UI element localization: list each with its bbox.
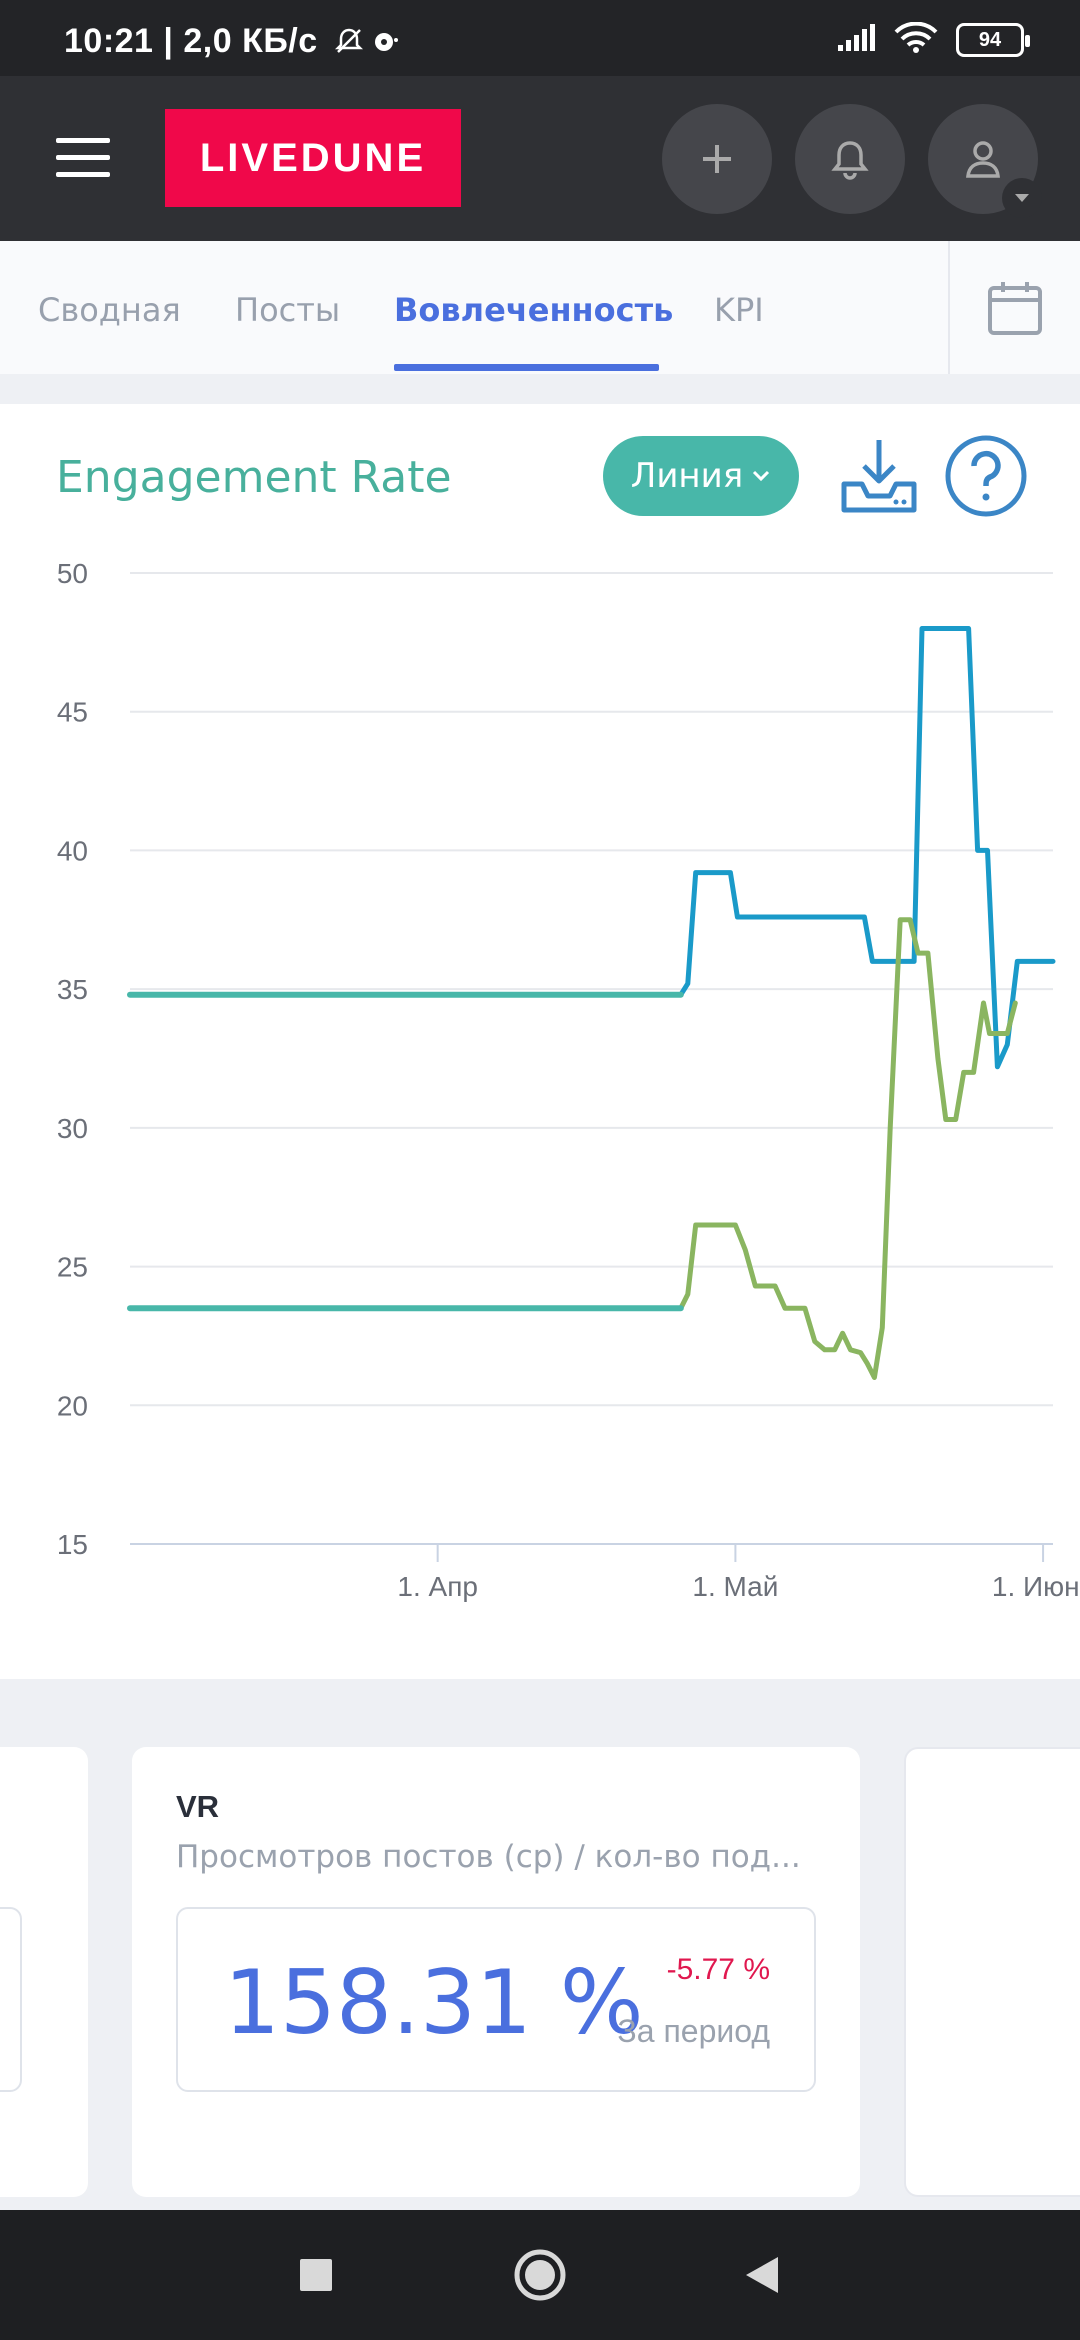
wifi-icon bbox=[894, 21, 938, 59]
x-tick-label: 1. Апр bbox=[397, 1571, 478, 1602]
recents-button[interactable] bbox=[256, 2210, 376, 2340]
back-button[interactable] bbox=[702, 2210, 822, 2340]
stat-card-next bbox=[904, 1747, 1080, 2197]
chart-type-label: Линия bbox=[630, 456, 744, 496]
sync-icon bbox=[372, 22, 400, 60]
status-right: 94 bbox=[836, 20, 1030, 60]
help-button[interactable] bbox=[944, 434, 1028, 518]
vr-value-box: 158.31 % -5.77 % За период bbox=[176, 1907, 816, 2092]
chart-type-dropdown[interactable]: Линия bbox=[603, 436, 799, 516]
chart-title: Engagement Rate bbox=[56, 452, 452, 503]
battery-indicator: 94 bbox=[956, 23, 1030, 57]
vr-value: 158.31 % bbox=[224, 1951, 644, 2054]
y-tick-label: 30 bbox=[57, 1113, 88, 1144]
vr-period: За период bbox=[617, 2013, 770, 2049]
muted-bell-icon bbox=[334, 26, 373, 59]
system-nav-bar bbox=[0, 2210, 1080, 2340]
tab-summary[interactable]: Сводная bbox=[38, 291, 181, 329]
status-bar: 10:21 | 2,0 КБ/с 94 bbox=[0, 0, 1080, 76]
bell-icon bbox=[831, 141, 869, 180]
back-triangle-icon bbox=[746, 2257, 778, 2293]
calendar-icon bbox=[988, 281, 1042, 335]
y-tick-label: 20 bbox=[57, 1390, 88, 1421]
plus-icon bbox=[703, 145, 731, 173]
download-button[interactable] bbox=[838, 434, 920, 518]
tab-posts[interactable]: Посты bbox=[235, 291, 341, 329]
clock: 10:21 bbox=[64, 22, 154, 60]
engagement-rate-card: Engagement Rate Линия 50 45 40 35 30 25 20 15 1.… bbox=[0, 404, 1080, 1679]
download-icon bbox=[841, 440, 917, 513]
y-tick-label: 15 bbox=[57, 1529, 88, 1560]
series-line-2 bbox=[678, 917, 1018, 1380]
home-circle-icon bbox=[514, 2249, 566, 2301]
livedune-logo[interactable]: LIVEDUNE bbox=[165, 109, 461, 207]
engagement-chart: 50 45 40 35 30 25 20 15 1. Апр 1. Май 1. Июнь bbox=[57, 558, 1080, 1602]
status-left: 10:21 | 2,0 КБ/с bbox=[64, 22, 400, 61]
tab-kpi[interactable]: KPI bbox=[714, 291, 764, 329]
profile-dropdown[interactable] bbox=[1002, 178, 1042, 218]
stat-card-previous bbox=[0, 1747, 88, 2197]
y-tick-label: 45 bbox=[57, 697, 88, 728]
y-tick-label: 50 bbox=[57, 558, 88, 589]
tab-engagement[interactable]: Вовлеченность bbox=[394, 291, 674, 329]
x-tick-label: 1. Май bbox=[692, 1571, 778, 1602]
y-tick-label: 25 bbox=[57, 1252, 88, 1283]
chevron-down-icon bbox=[753, 470, 770, 482]
x-tick-label: 1. Июнь bbox=[992, 1571, 1080, 1602]
signal-icon bbox=[836, 23, 876, 58]
add-button[interactable] bbox=[662, 104, 772, 214]
vr-title: VR bbox=[176, 1789, 220, 1824]
stat-card-vr: VR Просмотров постов (ср) / кол-во под..… bbox=[132, 1747, 860, 2197]
network-speed: | 2,0 КБ/с bbox=[163, 22, 318, 60]
vr-subtitle: Просмотров постов (ср) / кол-во под... bbox=[176, 1839, 801, 1875]
y-tick-label: 35 bbox=[57, 974, 88, 1005]
user-icon bbox=[966, 141, 1000, 178]
help-icon bbox=[945, 435, 1027, 517]
menu-icon[interactable] bbox=[56, 138, 110, 178]
stat-box bbox=[0, 1907, 22, 2092]
app-header: LIVEDUNE bbox=[0, 76, 1080, 241]
home-button[interactable] bbox=[480, 2210, 600, 2340]
chevron-down-icon bbox=[1015, 194, 1029, 202]
active-tab-indicator bbox=[394, 364, 659, 371]
series-line-1 bbox=[678, 626, 1056, 1070]
notifications-button[interactable] bbox=[795, 104, 905, 214]
tabs-bar: Сводная Посты Вовлеченность KPI bbox=[0, 241, 1080, 374]
square-icon bbox=[300, 2259, 332, 2291]
date-range-button[interactable] bbox=[948, 241, 1080, 374]
y-tick-label: 40 bbox=[57, 835, 88, 866]
vr-change: -5.77 % bbox=[666, 1953, 770, 1986]
